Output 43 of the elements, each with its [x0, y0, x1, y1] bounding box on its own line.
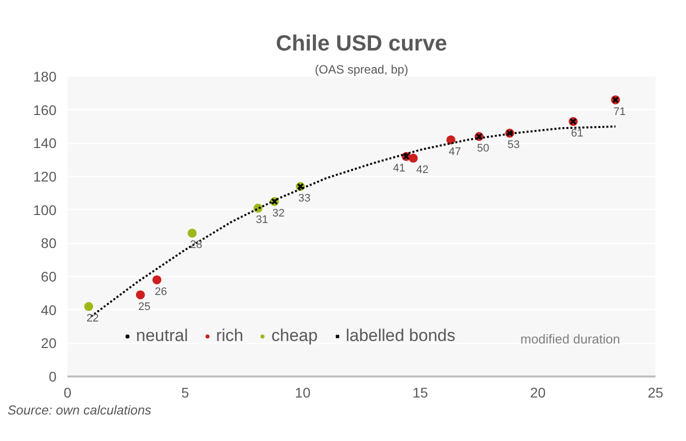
annotation: 47 — [448, 146, 462, 158]
y-tick-label: 180 — [33, 68, 57, 84]
annotation: 22 — [86, 312, 99, 324]
annotation: 28 — [190, 239, 202, 252]
annotation: 71 — [613, 106, 626, 118]
point — [136, 290, 145, 300]
annotation: 25 — [138, 300, 151, 313]
y-tick-label: 80 — [40, 235, 57, 252]
legend-label: rich — [216, 326, 244, 346]
chart-title: Chile USD curve — [276, 30, 448, 56]
y-tick-label: 120 — [33, 168, 57, 184]
point — [84, 302, 94, 311]
annotation: 31 — [256, 214, 268, 226]
annotation: 33 — [298, 192, 310, 204]
x-axis-title: modified duration — [520, 332, 620, 346]
y-tick-label: 100 — [33, 202, 57, 218]
y-tick-label: 0 — [48, 368, 57, 384]
point — [152, 275, 162, 284]
chart-subtitle: (OAS spread, bp) — [314, 62, 408, 76]
y-tick-label: 40 — [40, 302, 57, 318]
x-tick-label: 20 — [530, 384, 546, 400]
x-tick-label: 5 — [181, 384, 190, 400]
annotation: 61 — [571, 128, 584, 140]
legend-label: labelled bonds — [346, 326, 456, 346]
point — [408, 154, 418, 163]
y-tick-label: 20 — [40, 335, 57, 352]
y-tick-label: 60 — [40, 268, 57, 284]
annotation: 53 — [508, 139, 520, 152]
y-tick-label: 140 — [33, 135, 57, 152]
annotation: 41 — [392, 162, 406, 174]
annotation: 50 — [476, 142, 490, 154]
annotation: 32 — [272, 208, 285, 220]
annotation: 42 — [416, 164, 428, 176]
y-tick-label: 160 — [33, 102, 57, 118]
x-tick-label: 25 — [648, 384, 664, 400]
point — [188, 228, 197, 238]
source-note: Source: own calculations — [8, 402, 152, 418]
legend-label: neutral — [136, 326, 188, 346]
x-tick-label: 15 — [412, 384, 428, 400]
x-tick-label: 10 — [294, 384, 311, 400]
x-tick-label: 0 — [64, 384, 72, 400]
annotation: 26 — [154, 286, 168, 298]
legend-label: cheap — [271, 326, 318, 346]
